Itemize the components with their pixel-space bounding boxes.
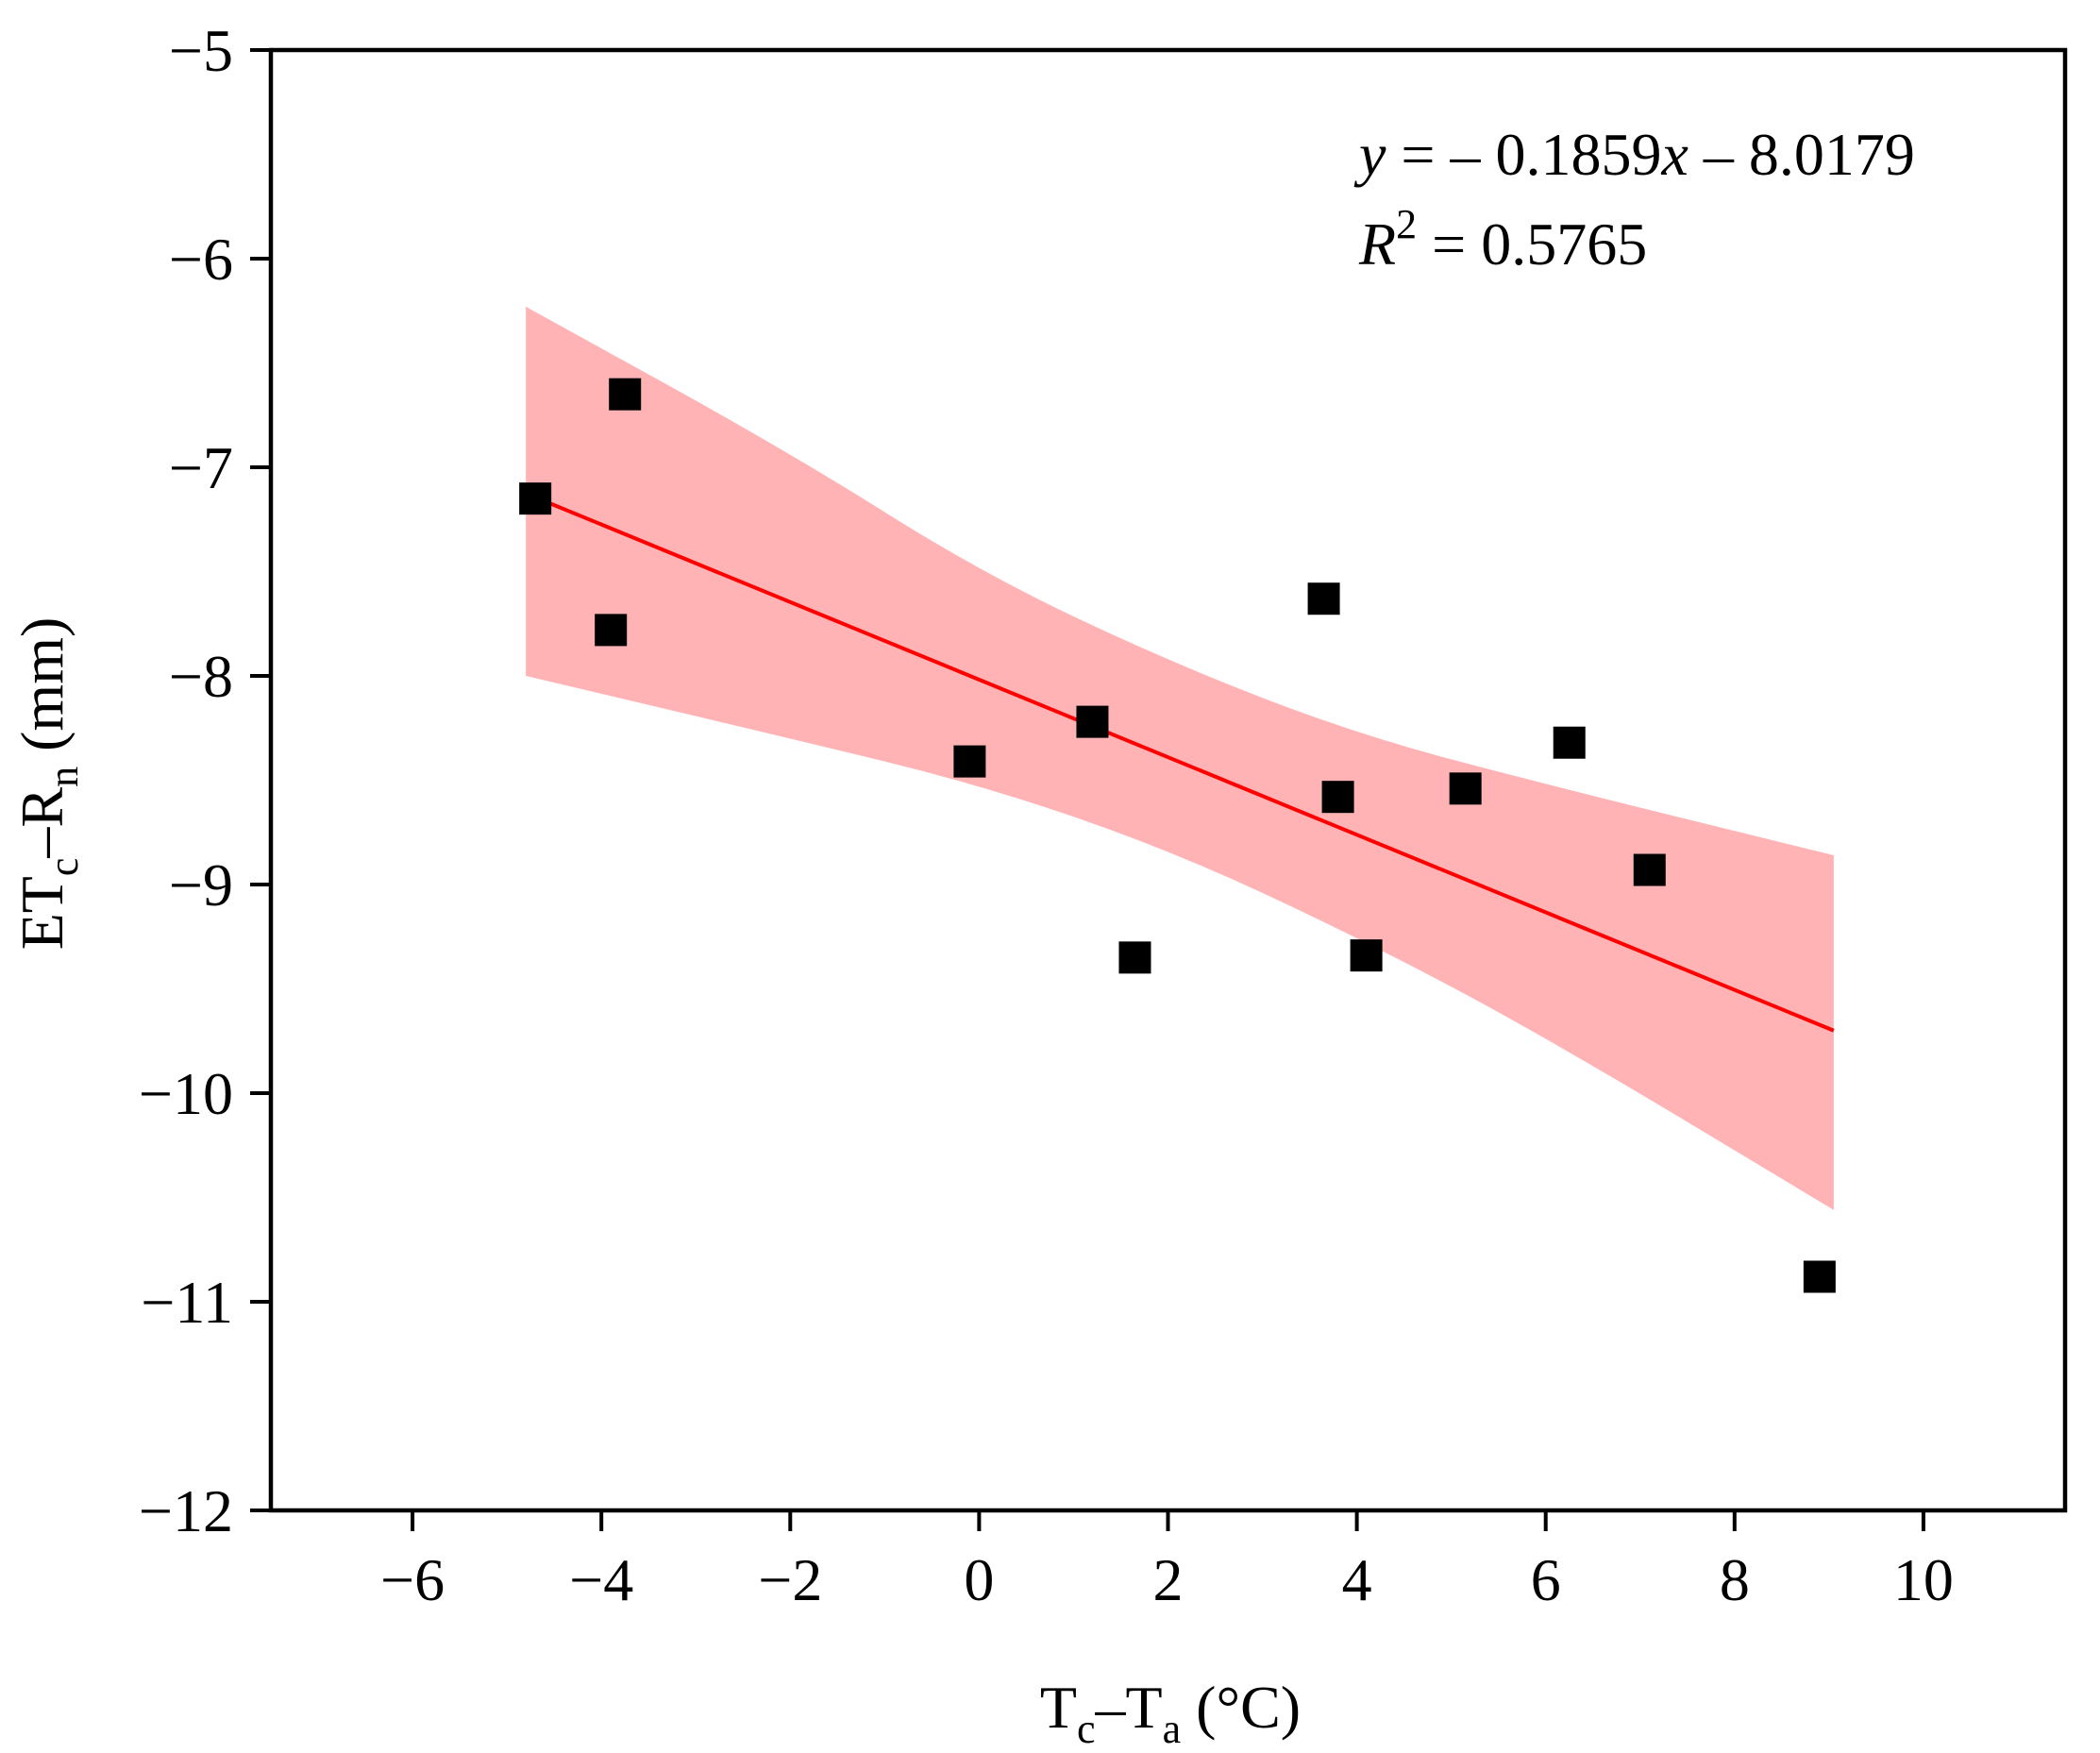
- x-tick-label: −2: [758, 1546, 822, 1613]
- data-point: [953, 745, 986, 778]
- data-points: [519, 378, 1836, 1293]
- data-point: [1118, 941, 1151, 974]
- data-point: [1553, 726, 1586, 759]
- data-point: [1449, 772, 1482, 805]
- regression-line: [525, 491, 1835, 1033]
- y-tick-label: −12: [139, 1477, 233, 1544]
- x-tick-label: 6: [1531, 1546, 1561, 1613]
- y-tick-label: −7: [169, 434, 233, 501]
- r-squared: R2 = 0.5765: [1358, 201, 1647, 278]
- confidence-band: [526, 306, 1834, 1210]
- y-axis-ticks: −5 −6 −7 −8 −9 −10 −11 −12: [139, 17, 271, 1544]
- x-tick-label: 2: [1153, 1546, 1184, 1613]
- x-axis-ticks: −6 −4 −2 0 2 4 6 8 10: [380, 1510, 1954, 1613]
- y-tick-label: −6: [169, 226, 233, 293]
- x-axis-title: Tc–Ta (°C): [1040, 1674, 1301, 1752]
- x-tick-label: 4: [1342, 1546, 1372, 1613]
- x-tick-label: −4: [569, 1546, 633, 1613]
- x-tick-label: 8: [1720, 1546, 1750, 1613]
- data-point: [1803, 1260, 1836, 1293]
- y-tick-label: −9: [169, 851, 233, 919]
- y-tick-label: −8: [169, 643, 233, 710]
- x-tick-label: 10: [1893, 1546, 1954, 1613]
- data-point: [1307, 582, 1340, 615]
- data-point: [1076, 705, 1109, 738]
- y-axis-title: ETc–Rn (mm): [8, 617, 87, 951]
- y-tick-label: −10: [139, 1060, 233, 1127]
- data-point: [1633, 853, 1666, 886]
- x-tick-label: 0: [964, 1546, 994, 1613]
- x-tick-label: −6: [380, 1546, 445, 1613]
- y-tick-label: −11: [141, 1269, 233, 1336]
- data-point: [1321, 781, 1354, 814]
- data-point: [595, 614, 628, 647]
- regression-equation: y = – 0.1859x – 8.0179: [1353, 121, 1915, 188]
- data-point: [519, 482, 552, 515]
- data-point: [609, 378, 642, 411]
- y-tick-label: −5: [169, 17, 233, 84]
- data-point: [1350, 939, 1383, 972]
